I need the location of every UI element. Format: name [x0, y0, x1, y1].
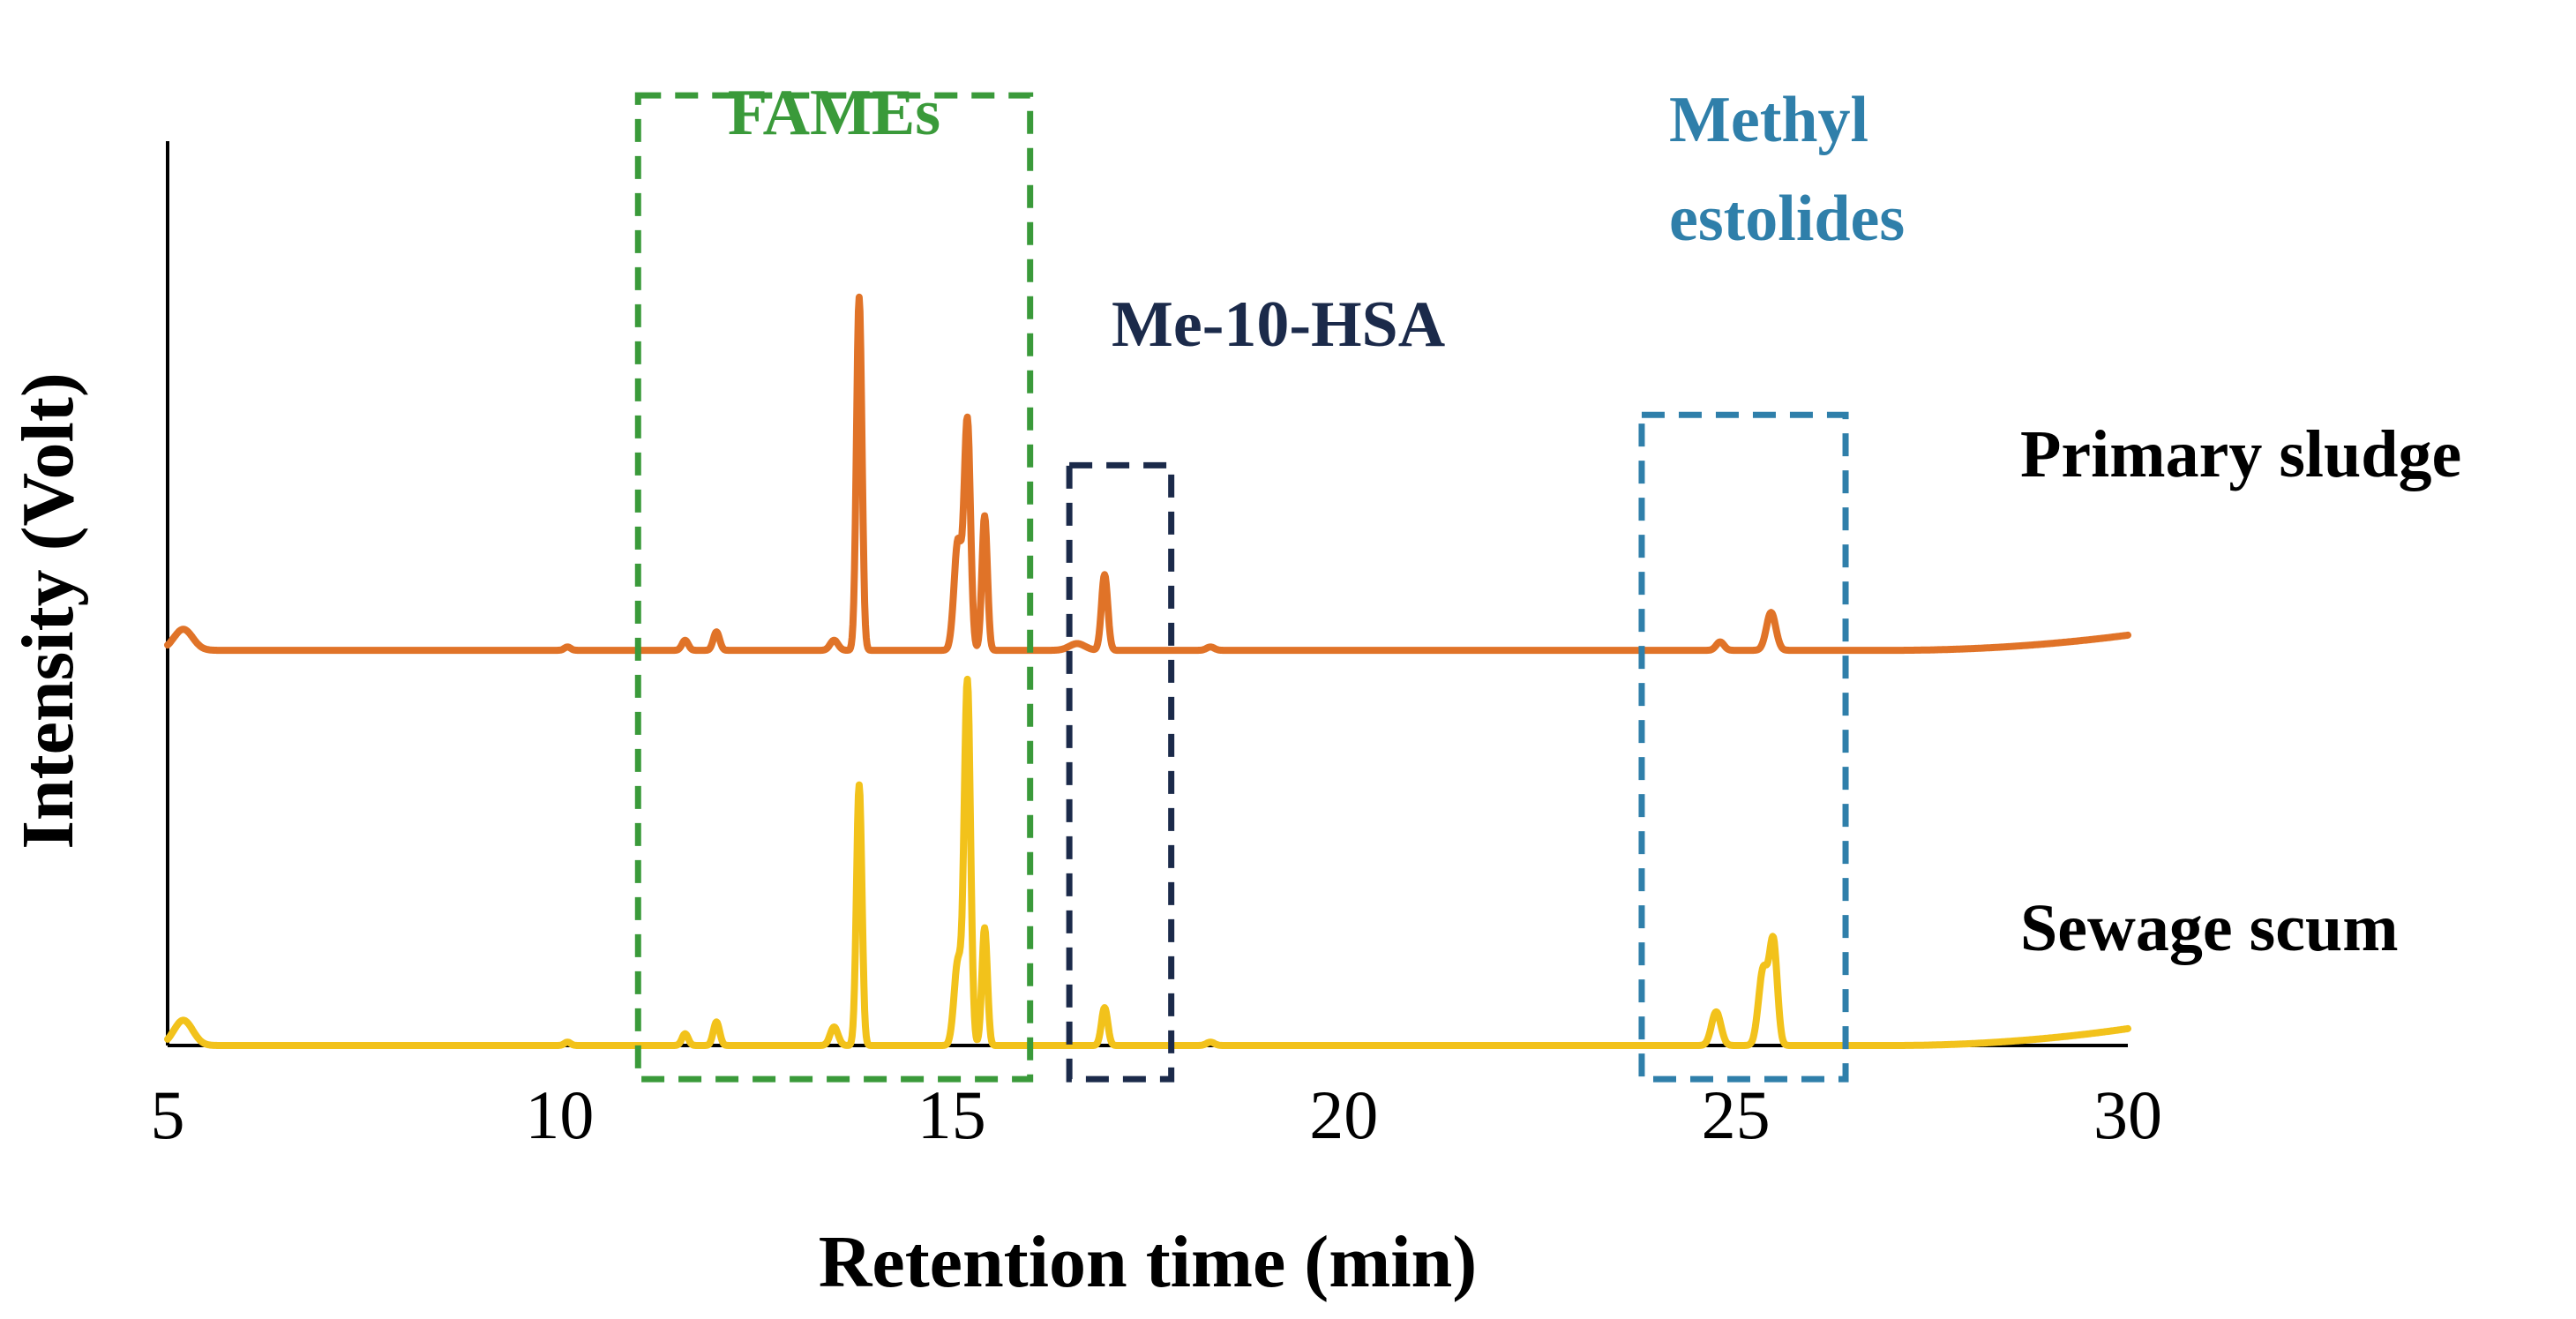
x-tick-label: 30 [2093, 1076, 2162, 1153]
x-tick-label: 5 [151, 1076, 185, 1153]
trace-primary-sludge [164, 293, 2131, 655]
x-tick-label: 20 [1309, 1076, 1378, 1153]
trace-sewage-scum [164, 675, 2131, 1049]
series-label: Primary sludge [2020, 417, 2461, 491]
region-label: Methyl estolides [1669, 84, 1905, 255]
x-tick-label: 25 [1702, 1076, 1771, 1153]
regions: FAMEs Me-10-HSA Methyl estolides [634, 77, 1905, 1083]
x-tick-label: 15 [917, 1076, 986, 1153]
axes [166, 141, 2128, 1047]
region-box [1638, 411, 1849, 1083]
y-axis-title: Intensity (Volt) [7, 372, 89, 850]
region-box [1066, 461, 1175, 1083]
series-label: Sewage scum [2020, 891, 2399, 965]
x-axis-title: Retention time (min) [819, 1221, 1477, 1303]
x-tick-labels: 5 10 15 20 25 30 [151, 1076, 2163, 1153]
region-box [634, 92, 1034, 1083]
traces: Primary sludge Sewage scum [164, 293, 2461, 1049]
x-tick-label: 10 [525, 1076, 594, 1153]
region-label: FAMEs [728, 77, 940, 149]
region-label: Me-10-HSA [1112, 289, 1445, 361]
